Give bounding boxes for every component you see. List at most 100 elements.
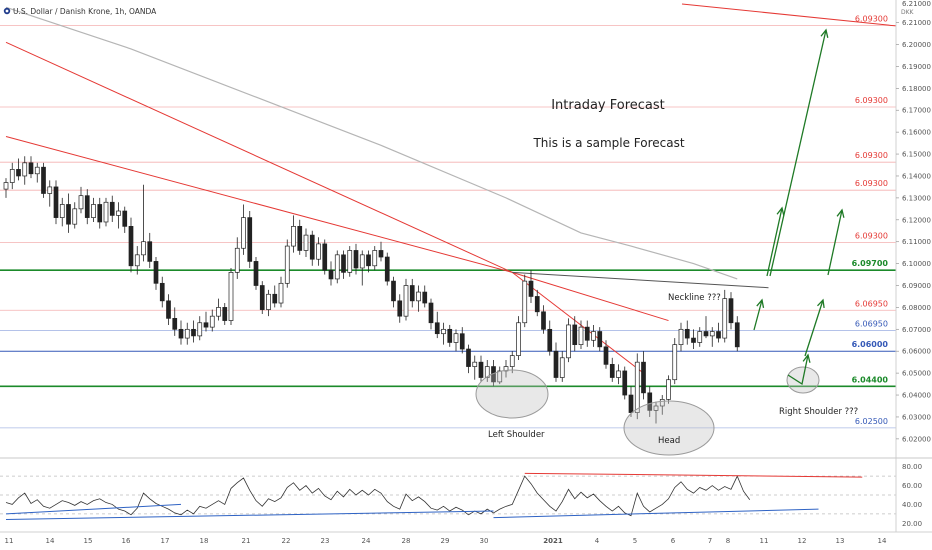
candle-body[interactable] [59, 204, 65, 218]
candle-body[interactable] [309, 234, 315, 260]
rsi-trendline[interactable] [5, 503, 182, 515]
candle-body[interactable] [678, 328, 684, 346]
candle-body[interactable] [397, 300, 403, 317]
candle-body[interactable] [641, 361, 646, 394]
candle-body[interactable] [228, 272, 234, 321]
candle-body[interactable] [709, 331, 715, 337]
candle-body[interactable] [72, 208, 78, 225]
candle-body[interactable] [159, 282, 165, 302]
candle-body[interactable] [384, 256, 390, 282]
candle-body[interactable] [372, 250, 378, 267]
resistance-trendline[interactable] [512, 271, 669, 322]
candle-body[interactable] [591, 331, 596, 341]
candle-body[interactable] [47, 186, 53, 194]
moving-average-line[interactable] [5, 6, 738, 280]
candle-body[interactable] [341, 254, 346, 273]
candle-body[interactable] [178, 328, 184, 339]
forecast-arrow-neckline[interactable] [804, 299, 824, 357]
candle-body[interactable] [541, 311, 546, 330]
rsi-trendline[interactable] [493, 508, 819, 519]
candle-body[interactable] [41, 166, 46, 194]
candle-body[interactable] [728, 298, 734, 324]
candle-body[interactable] [297, 226, 303, 251]
candle-body[interactable] [409, 285, 415, 302]
time-axis[interactable]: 11 14 15 16 17 18 21 22 23 24 28 29 30 2021 4 5 6 7 8 11 12 1… [5, 537, 887, 545]
candle-body[interactable] [203, 322, 209, 328]
candle-body[interactable] [628, 394, 634, 413]
candle-body[interactable] [528, 280, 534, 297]
candle-body[interactable] [291, 226, 296, 247]
candle-body[interactable] [191, 328, 196, 337]
candle-body[interactable] [734, 322, 740, 348]
candle-body[interactable] [353, 250, 359, 269]
candle-body[interactable] [28, 162, 34, 175]
candle-body[interactable] [647, 392, 653, 411]
candle-body[interactable] [553, 350, 559, 378]
candle-body[interactable] [703, 331, 709, 337]
left-shoulder-ellipse[interactable] [475, 369, 549, 419]
candle-body[interactable] [122, 210, 128, 227]
candle-body[interactable] [584, 326, 590, 341]
candle-body[interactable] [684, 328, 690, 339]
candle-body[interactable] [153, 261, 159, 284]
candle-body[interactable] [184, 328, 190, 339]
candle-body[interactable] [234, 247, 240, 273]
rsi-trendline[interactable] [5, 510, 494, 521]
candle-body[interactable] [547, 328, 553, 352]
candle-body[interactable] [509, 355, 515, 367]
candle-body[interactable] [572, 324, 578, 346]
candle-body[interactable] [366, 254, 371, 267]
resistance-trendline[interactable] [681, 3, 897, 27]
candle-body[interactable] [166, 300, 171, 319]
candle-body[interactable] [272, 293, 278, 304]
candle-body[interactable] [78, 195, 84, 210]
candle-body[interactable] [284, 245, 290, 284]
candle-body[interactable] [578, 326, 584, 346]
candle-body[interactable] [378, 250, 384, 258]
candle-body[interactable] [666, 379, 671, 400]
candle-body[interactable] [484, 366, 490, 378]
candle-body[interactable] [128, 226, 134, 267]
candle-body[interactable] [247, 217, 253, 262]
candle-body[interactable] [147, 241, 153, 262]
candle-body[interactable] [428, 302, 434, 324]
candle-body[interactable] [416, 291, 421, 302]
candle-body[interactable] [716, 331, 721, 339]
candle-body[interactable] [434, 322, 440, 335]
candle-body[interactable] [322, 243, 328, 271]
candle-body[interactable] [97, 204, 103, 223]
candle-body[interactable] [559, 357, 565, 378]
rsi-trendline[interactable] [524, 472, 863, 478]
candle-body[interactable] [391, 280, 396, 302]
candle-body[interactable] [103, 201, 109, 223]
candle-body[interactable] [278, 282, 284, 304]
candle-body[interactable] [522, 280, 528, 324]
candle-body[interactable] [141, 241, 146, 256]
candle-body[interactable] [534, 296, 540, 313]
candle-body[interactable] [697, 331, 703, 343]
candle-body[interactable] [359, 254, 365, 269]
candle-body[interactable] [566, 324, 571, 359]
price-axis[interactable]: 6.21000 6.20000 6.19000 6.18000 6.17000 6.160… [896, 0, 931, 528]
candle-body[interactable] [422, 291, 428, 304]
candle-body[interactable] [53, 186, 59, 218]
candle-body[interactable] [266, 293, 271, 310]
head-ellipse[interactable] [623, 400, 715, 456]
candle-body[interactable] [241, 217, 246, 249]
candle-body[interactable] [3, 182, 9, 190]
resistance-trendline[interactable] [5, 41, 513, 273]
candle-body[interactable] [316, 243, 321, 260]
forecast-arrow-mid[interactable] [766, 207, 783, 277]
candle-body[interactable] [222, 307, 228, 321]
candle-body[interactable] [197, 322, 203, 337]
candle-body[interactable] [459, 333, 465, 350]
forecast-arrow-long[interactable] [769, 29, 827, 277]
candle-body[interactable] [466, 348, 471, 367]
candle-body[interactable] [622, 370, 628, 396]
rsi-line[interactable] [5, 475, 751, 517]
candle-body[interactable] [253, 261, 259, 286]
candle-body[interactable] [34, 166, 40, 175]
symbol-header[interactable]: U.S. Dollar / Danish Krone, 1h, OANDA [3, 7, 157, 16]
candle-body[interactable] [616, 370, 621, 378]
